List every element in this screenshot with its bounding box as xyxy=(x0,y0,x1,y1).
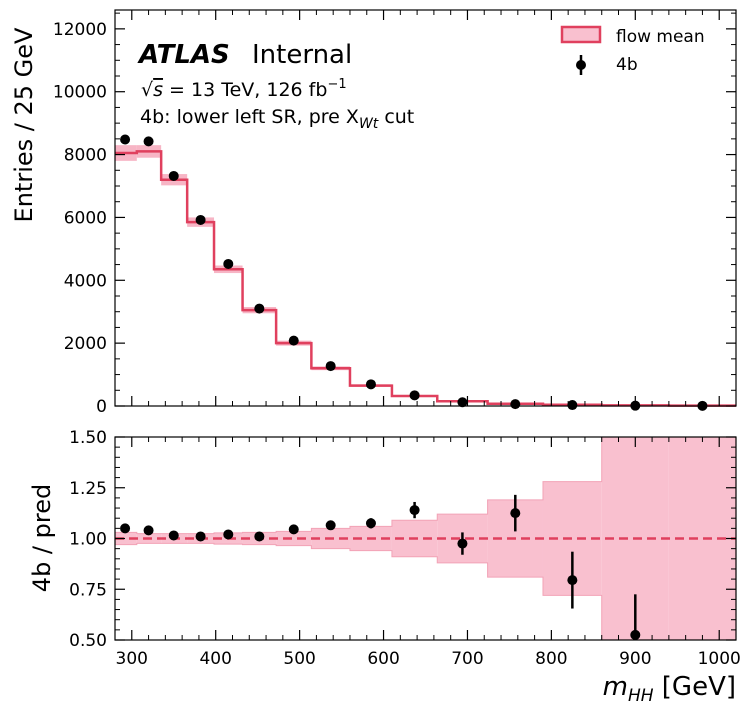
region-sub: Wt xyxy=(359,116,379,132)
sqrt-symbol: √ xyxy=(141,79,154,101)
data-4b-point xyxy=(288,335,299,346)
ratio-points xyxy=(120,494,641,640)
ratio-band-bin xyxy=(276,531,312,546)
ratio-band-upper-edge xyxy=(115,436,736,535)
data-4b-point xyxy=(567,400,578,411)
energy-text: = 13 TeV, 126 fb xyxy=(163,79,327,101)
ratio-x-tick-label: 500 xyxy=(283,649,315,669)
atlas-label: ATLAS xyxy=(137,40,230,70)
main-y-tick-label: 10000 xyxy=(53,83,107,103)
main-y-tick-label: 6000 xyxy=(64,208,107,228)
x-axis-label-m: m xyxy=(603,672,628,702)
ratio-plot-frame xyxy=(114,436,737,641)
main-axis-ticks: 0 2000 4000 6000 8000 10000 12000 xyxy=(53,10,737,417)
flow-mean-band xyxy=(115,145,736,407)
legend-flow-mean-label: flow mean xyxy=(616,27,705,47)
ratio-point xyxy=(288,524,299,535)
ratio-point xyxy=(195,531,206,542)
energy-sup: −1 xyxy=(327,77,346,92)
ratio-point xyxy=(143,525,154,536)
ratio-x-tick-label: 800 xyxy=(535,649,567,669)
energy-s: s xyxy=(153,79,163,101)
legend-4b-marker xyxy=(576,60,586,70)
atlas-status: Internal xyxy=(252,40,352,70)
x-axis-label: mHH [GeV] xyxy=(603,672,736,706)
ratio-y-tick-label: 0.50 xyxy=(69,631,107,651)
ratio-y-axis-label: 4b / pred xyxy=(28,484,56,592)
x-axis-label-sub: HH xyxy=(628,686,654,706)
data-4b-point xyxy=(457,397,468,408)
legend-flow-mean-swatch xyxy=(560,25,602,44)
ratio-x-tick-label: 600 xyxy=(367,649,399,669)
main-y-tick-label: 12000 xyxy=(53,20,107,40)
data-4b-point xyxy=(195,214,206,225)
legend: flow mean 4b xyxy=(560,25,705,75)
ratio-point xyxy=(510,508,521,519)
ratio-x-tick-label: 300 xyxy=(116,649,148,669)
main-histogram-panel: 0 2000 4000 6000 8000 10000 12000 Entries / 25… xyxy=(10,9,737,417)
ratio-x-tick-label: 400 xyxy=(199,649,231,669)
ratio-x-tick-label: 900 xyxy=(619,649,651,669)
data-4b-point xyxy=(168,170,179,181)
main-y-tick-label: 4000 xyxy=(64,271,107,291)
data-4b-point xyxy=(254,303,265,314)
x-axis-label-unit: [GeV] xyxy=(654,672,736,702)
legend-4b-label: 4b xyxy=(616,55,638,75)
ratio-point xyxy=(254,531,265,542)
ratio-y-tick-label: 1.00 xyxy=(69,530,107,550)
ratio-point xyxy=(223,529,234,540)
data-4b-point xyxy=(223,258,234,269)
ratio-point xyxy=(120,523,131,534)
main-y-tick-label: 8000 xyxy=(64,146,107,166)
data-4b-point xyxy=(325,361,336,372)
ratio-y-tick-label: 1.50 xyxy=(69,428,107,448)
data-4b-point xyxy=(510,399,521,410)
main-plot-frame xyxy=(114,9,737,407)
atlas-annotation: ATLAS Internal √s = 13 TeV, 126 fb−1 4b:… xyxy=(137,40,414,132)
ratio-band-lower-edge xyxy=(115,542,736,641)
ratio-y-tick-label: 0.75 xyxy=(69,580,107,600)
ratio-x-tick-label: 700 xyxy=(451,649,483,669)
ratio-point xyxy=(325,520,336,531)
data-4b-point xyxy=(409,390,420,401)
energy-label: √s = 13 TeV, 126 fb−1 xyxy=(141,77,347,101)
main-y-tick-label: 2000 xyxy=(64,334,107,354)
main-y-tick-label: 0 xyxy=(96,397,107,417)
ratio-point xyxy=(567,575,578,586)
ratio-x-tick-label: 1000 xyxy=(698,649,741,669)
flow-mean-steps xyxy=(115,150,736,407)
region-label: 4b: lower left SR, pre XWt cut xyxy=(140,106,414,132)
data-4b-point xyxy=(143,136,154,147)
data-4b-points xyxy=(120,134,708,411)
ratio-point xyxy=(365,518,376,529)
main-y-axis-label: Entries / 25 GeV xyxy=(10,27,38,222)
ratio-point xyxy=(457,538,468,549)
ratio-band-bin xyxy=(115,532,137,545)
region-suffix: cut xyxy=(378,106,414,128)
ratio-panel: 0.50 0.75 1.00 1.25 1.50 300 400 500 600 700 800 90… xyxy=(28,428,741,706)
ratio-axis-ticks: 0.50 0.75 1.00 1.25 1.50 300 400 500 600 700 800 90… xyxy=(69,428,741,669)
flow-mean-line xyxy=(115,150,736,407)
ratio-point xyxy=(168,530,179,541)
region-text: 4b: lower left SR, pre X xyxy=(140,106,359,128)
data-4b-point xyxy=(365,379,376,390)
data-4b-point xyxy=(120,134,131,145)
ratio-y-tick-label: 1.25 xyxy=(69,479,107,499)
ratio-point xyxy=(409,505,420,516)
